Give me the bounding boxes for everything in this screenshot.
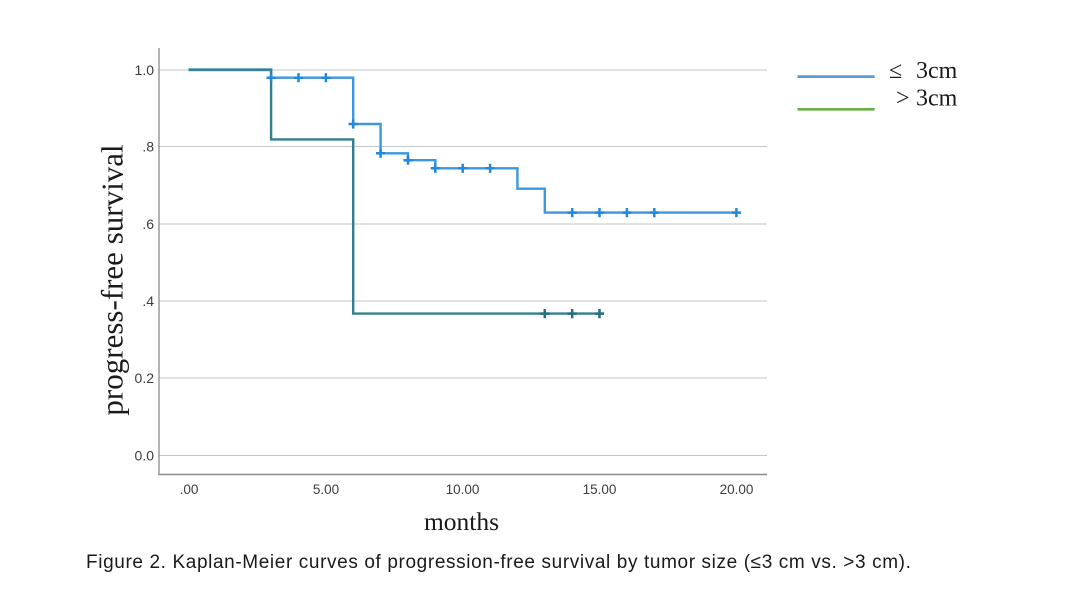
svg-text:>: > [896, 86, 910, 112]
svg-text:progress-free survival: progress-free survival [95, 144, 130, 415]
svg-text:20.00: 20.00 [720, 482, 754, 497]
svg-text:0.2: 0.2 [135, 370, 155, 386]
svg-text:.00: .00 [180, 482, 199, 497]
svg-text:3cm: 3cm [916, 86, 958, 112]
svg-text:0.0: 0.0 [135, 448, 155, 464]
svg-text:1.0: 1.0 [135, 62, 155, 78]
svg-text:Figure 2. Kaplan-Meier curves: Figure 2. Kaplan-Meier curves of progres… [86, 552, 912, 573]
svg-text:months: months [424, 507, 499, 536]
svg-text:.6: .6 [142, 216, 154, 232]
svg-text:5.00: 5.00 [313, 482, 339, 497]
svg-text:≤: ≤ [889, 58, 902, 84]
svg-text:10.00: 10.00 [446, 482, 480, 497]
svg-text:.8: .8 [142, 139, 154, 155]
svg-text:15.00: 15.00 [583, 482, 617, 497]
svg-text:.4: .4 [142, 293, 154, 309]
svg-text:3cm: 3cm [916, 58, 958, 84]
